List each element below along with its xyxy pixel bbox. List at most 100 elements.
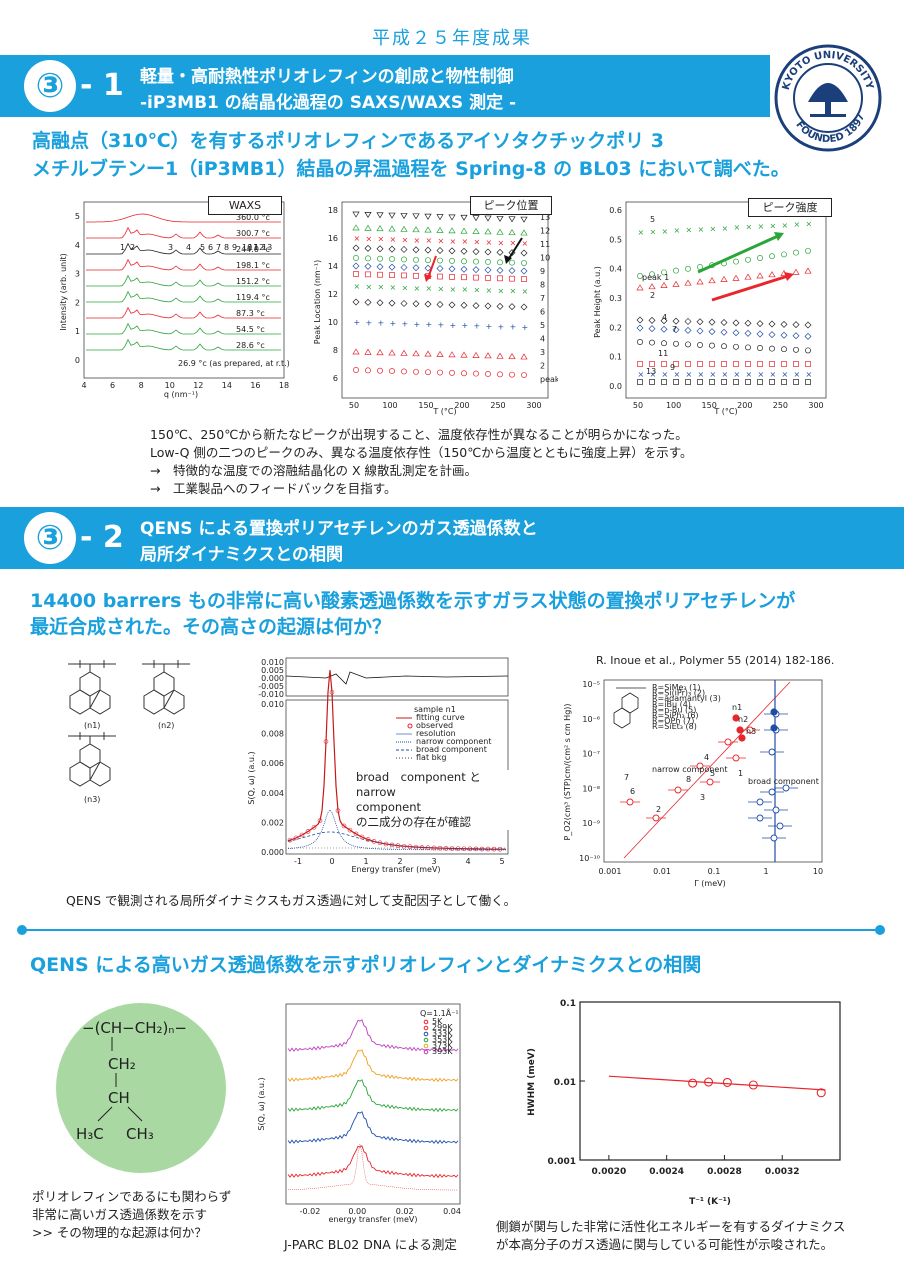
section1-lead-line2: メチルブテンー1（iP3MB1）結晶の昇温過程を Spring-8 の BL03… — [32, 158, 790, 180]
pl-marker — [437, 273, 443, 280]
section3-caption-2: が本高分子のガス透過に関与している可能性が示唆された。 — [496, 1237, 834, 1252]
pl-marker — [412, 213, 420, 220]
pl-marker: + — [522, 323, 529, 332]
ph-marker — [744, 273, 752, 280]
pl-marker: × — [378, 283, 385, 292]
ph-marker — [636, 316, 644, 324]
x-tick-label: 1 — [363, 857, 368, 866]
pl-marker — [508, 303, 516, 311]
ph-marker — [685, 379, 691, 385]
peak-height-tag: ピーク強度 — [748, 198, 832, 217]
x-tick-label: 0.01 — [653, 867, 671, 876]
ph-marker — [768, 320, 776, 328]
pl-marker — [437, 369, 443, 376]
qens-xlabel: Energy transfer (meV) — [351, 865, 440, 874]
perm-legend-entry: R=adamantyl (3) — [652, 694, 721, 703]
section2-lead-line1: 14400 barrers もの非常に高い酸素透過係数を示すガラス状態の置換ポリ… — [30, 590, 796, 612]
pl-marker — [424, 246, 432, 254]
waxs-temp-label: 119.4 °c — [236, 293, 270, 302]
structure-right-methyl: CH₃ — [126, 1125, 154, 1143]
ph-marker — [672, 280, 680, 287]
ph-marker — [792, 268, 800, 275]
ph-marker — [792, 321, 800, 329]
y-tick-label: 10 — [328, 318, 338, 327]
pl-marker — [352, 348, 360, 355]
ph-marker — [696, 327, 704, 335]
ph-marker: × — [686, 370, 693, 379]
x-tick-label: 200 — [454, 401, 469, 410]
qens-legend-label: fitting curve — [416, 713, 465, 722]
pl-marker — [496, 248, 504, 256]
peak-location-figure: + + + + + + + + + + + + + + + × × × × × × × × × × × × × × × × × × × × × × × × ×… — [312, 192, 567, 418]
perm-legend-entry: R=Si(iPr)₃ (2) — [652, 689, 705, 698]
waxs-peak-number: 6 — [208, 243, 213, 252]
perm-point-narrow — [746, 726, 754, 734]
peak-height-figure: × × × × × × × × × × × × × × × × × × × × × × × × × × × × × × 50 100 150 2… — [592, 192, 842, 418]
y-tick-label: 4 — [75, 241, 80, 250]
pl-series-label: 13 — [540, 213, 550, 222]
qens-data-point — [329, 690, 335, 695]
ph-marker — [756, 272, 764, 279]
waxs-curve — [86, 242, 281, 255]
pl-marker: × — [462, 237, 469, 246]
pl-marker — [520, 267, 528, 275]
ph-marker — [708, 277, 716, 284]
qens-data-point — [491, 846, 497, 852]
pl-marker — [400, 349, 408, 356]
ph-marker — [781, 251, 787, 258]
pl-marker: × — [426, 236, 433, 245]
ph-marker — [637, 339, 643, 345]
ph-marker — [648, 283, 656, 290]
ph-marker: × — [794, 370, 801, 379]
pl-marker — [448, 265, 456, 273]
pl-marker — [473, 370, 479, 377]
ph-series-label: 9 — [670, 363, 675, 372]
perm-structure-ring — [613, 707, 631, 729]
pl-marker: × — [438, 285, 445, 294]
section3-text-1: ポリオレフィンであるにも関わらず — [32, 1189, 232, 1204]
pl-marker — [461, 274, 467, 281]
ph-marker: × — [770, 221, 777, 230]
x-tick-label: 5 — [499, 857, 504, 866]
perm-point-label: 3 — [700, 793, 705, 802]
q2-curve — [287, 1143, 458, 1191]
ph-marker — [793, 361, 799, 367]
pl-marker — [509, 275, 515, 282]
pl-marker — [521, 372, 527, 378]
qens-legend-label: observed — [416, 721, 453, 730]
q2-legend-title: Q=1.1Å⁻¹ — [420, 1007, 459, 1018]
ph-marker — [805, 361, 811, 367]
ph-marker — [673, 361, 679, 367]
pl-marker — [497, 259, 503, 266]
x-tick-label: 250 — [490, 401, 505, 410]
y-tick-label: 0.008 — [261, 730, 284, 739]
y-tick-label: 10⁻⁶ — [582, 715, 600, 724]
q2-legend-label: 5K — [432, 1017, 443, 1026]
pl-series-label: 2 — [540, 362, 545, 371]
perm-xlabel: Γ (meV) — [694, 879, 725, 888]
qens-data-point — [377, 840, 383, 846]
structure-n1-label: (n1) — [84, 721, 100, 730]
perm-legend-entry: R=SiEt₃ (8) — [652, 722, 697, 731]
pl-marker — [400, 263, 408, 271]
ph-marker — [697, 342, 703, 348]
perm-point-label: 7 — [624, 773, 629, 782]
hwhm-x-tick-label: 0.0020 — [592, 1167, 627, 1177]
pl-marker: + — [426, 320, 433, 329]
pl-marker: + — [402, 319, 409, 328]
x-tick-label: 10 — [813, 867, 823, 876]
pl-marker — [448, 301, 456, 309]
q2-legend-marker — [423, 1025, 429, 1031]
perm-point-label: n2 — [738, 715, 748, 724]
waxs-curve — [86, 226, 281, 239]
waxs-temp-label: 300.7 °c — [236, 229, 270, 238]
q2-legend-marker — [423, 1043, 429, 1049]
qens-data-point — [431, 845, 437, 851]
perm-point-broad — [768, 788, 776, 796]
pl-marker: + — [486, 322, 493, 331]
perm-legend-entry: R=OPh (7) — [652, 717, 694, 726]
section1-note-1: 150℃、250℃から新たなピークが出現すること、温度依存性が異なることが明らか… — [150, 427, 688, 442]
ph-marker: × — [806, 220, 813, 229]
waxs-temp-label: 198.1 °c — [236, 261, 270, 270]
page-title: 平成２５年度成果 — [372, 28, 532, 49]
